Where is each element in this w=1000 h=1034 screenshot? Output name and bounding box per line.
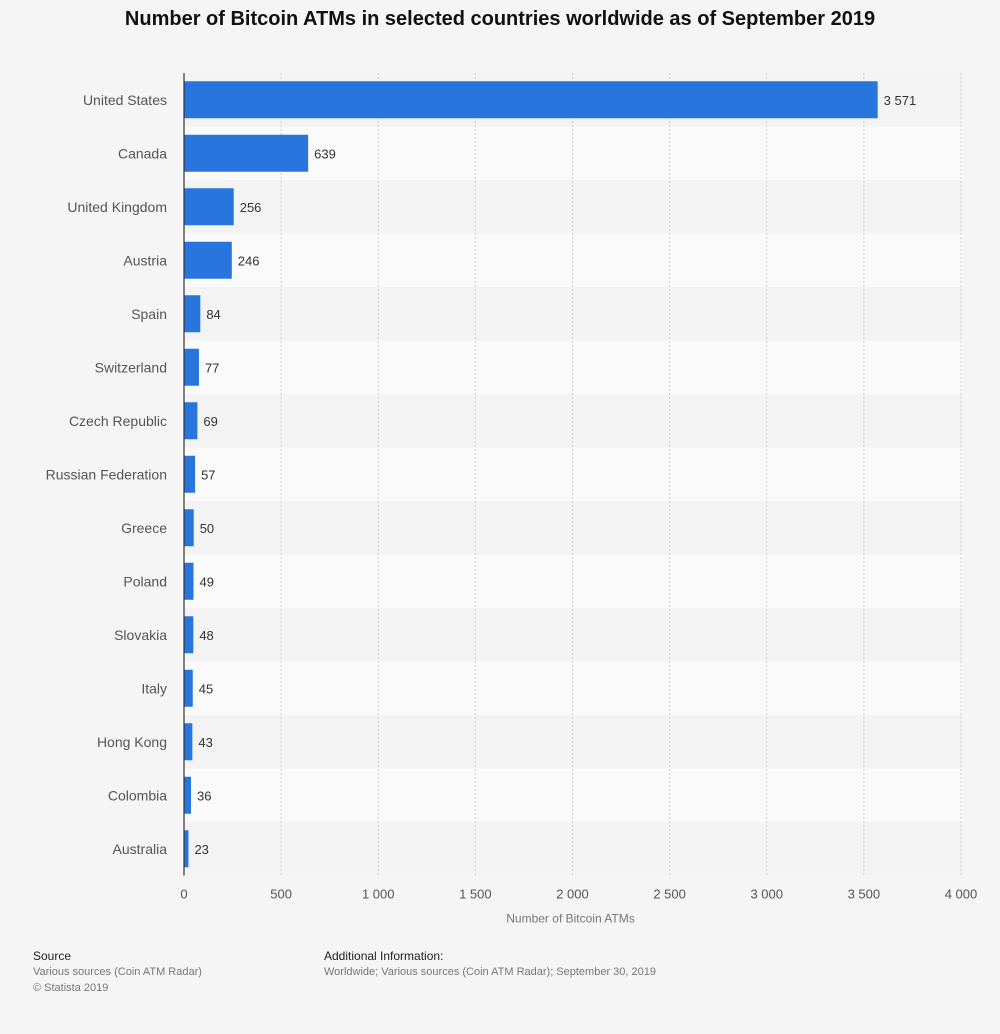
bar bbox=[184, 81, 878, 119]
value-label: 639 bbox=[314, 146, 336, 161]
source-block: Source Various sources (Coin ATM Radar) … bbox=[33, 948, 202, 996]
row-band bbox=[184, 126, 963, 180]
bar bbox=[184, 776, 191, 814]
bar bbox=[184, 669, 193, 707]
bar bbox=[184, 241, 232, 279]
value-label: 36 bbox=[197, 788, 211, 803]
bar-chart: 3 571 United States 639 Canada 256 United Kin… bbox=[46, 73, 978, 926]
value-label: 49 bbox=[200, 574, 214, 589]
category-label: Russian Federation bbox=[46, 466, 167, 482]
row-band bbox=[184, 180, 963, 234]
category-label: Switzerland bbox=[95, 359, 167, 375]
category-label: United States bbox=[83, 92, 167, 108]
x-tick-label: 2 500 bbox=[653, 887, 686, 902]
x-tick-label: 500 bbox=[270, 887, 292, 902]
copyright-text: © Statista 2019 bbox=[33, 982, 109, 994]
x-tick-label: 3 500 bbox=[848, 887, 881, 902]
category-label: Spain bbox=[131, 306, 167, 322]
bar bbox=[184, 188, 234, 226]
row-band bbox=[184, 340, 963, 394]
value-label: 23 bbox=[194, 842, 208, 857]
value-label: 84 bbox=[206, 307, 220, 322]
row-band bbox=[184, 233, 963, 287]
bar bbox=[184, 402, 198, 440]
value-label: 43 bbox=[198, 735, 212, 750]
category-label: Hong Kong bbox=[97, 734, 167, 750]
value-label: 77 bbox=[205, 360, 219, 375]
row-band bbox=[184, 715, 963, 769]
category-label: Greece bbox=[121, 520, 167, 536]
value-label: 57 bbox=[201, 467, 215, 482]
additional-info-block: Additional Information: Worldwide; Vario… bbox=[324, 948, 656, 980]
row-band bbox=[184, 608, 963, 662]
x-tick-label: 2 000 bbox=[556, 887, 589, 902]
category-label: Italy bbox=[141, 680, 167, 696]
row-band bbox=[184, 661, 963, 715]
row-band bbox=[184, 287, 963, 341]
bar bbox=[184, 830, 189, 868]
bar bbox=[184, 723, 193, 761]
category-label: Australia bbox=[113, 841, 168, 857]
x-tick-label: 3 000 bbox=[750, 887, 783, 902]
category-label: Poland bbox=[123, 573, 167, 589]
category-label: Colombia bbox=[108, 787, 167, 803]
category-label: Canada bbox=[118, 145, 167, 161]
x-tick-label: 1 000 bbox=[362, 887, 395, 902]
category-label: Czech Republic bbox=[69, 413, 167, 429]
row-band bbox=[184, 394, 963, 448]
value-label: 3 571 bbox=[884, 93, 917, 108]
source-text: Various sources (Coin ATM Radar) bbox=[33, 966, 202, 978]
bar bbox=[184, 616, 194, 654]
source-heading: Source bbox=[33, 949, 72, 963]
additional-info-heading: Additional Information: bbox=[324, 949, 444, 963]
bar bbox=[184, 455, 196, 493]
category-label: United Kingdom bbox=[67, 199, 167, 215]
row-band bbox=[184, 822, 963, 876]
bar bbox=[184, 509, 194, 547]
x-tick-label: 0 bbox=[180, 887, 187, 902]
x-axis-title: Number of Bitcoin ATMs bbox=[506, 912, 634, 926]
x-tick-label: 1 500 bbox=[459, 887, 492, 902]
value-label: 48 bbox=[199, 628, 213, 643]
value-label: 45 bbox=[199, 681, 213, 696]
bar bbox=[184, 348, 199, 386]
bar bbox=[184, 134, 309, 172]
row-band bbox=[184, 554, 963, 608]
value-label: 50 bbox=[200, 521, 214, 536]
row-band bbox=[184, 447, 963, 501]
chart-title: Number of Bitcoin ATMs in selected count… bbox=[124, 8, 876, 30]
row-band bbox=[184, 768, 963, 822]
value-label: 256 bbox=[240, 200, 262, 215]
category-label: Austria bbox=[123, 252, 167, 268]
value-label: 246 bbox=[238, 253, 260, 268]
bar bbox=[184, 295, 201, 333]
additional-info-text: Worldwide; Various sources (Coin ATM Rad… bbox=[324, 966, 656, 978]
x-tick-label: 4 000 bbox=[945, 887, 978, 902]
bar bbox=[184, 562, 194, 600]
value-label: 69 bbox=[203, 414, 217, 429]
category-label: Slovakia bbox=[114, 627, 167, 643]
row-band bbox=[184, 501, 963, 555]
